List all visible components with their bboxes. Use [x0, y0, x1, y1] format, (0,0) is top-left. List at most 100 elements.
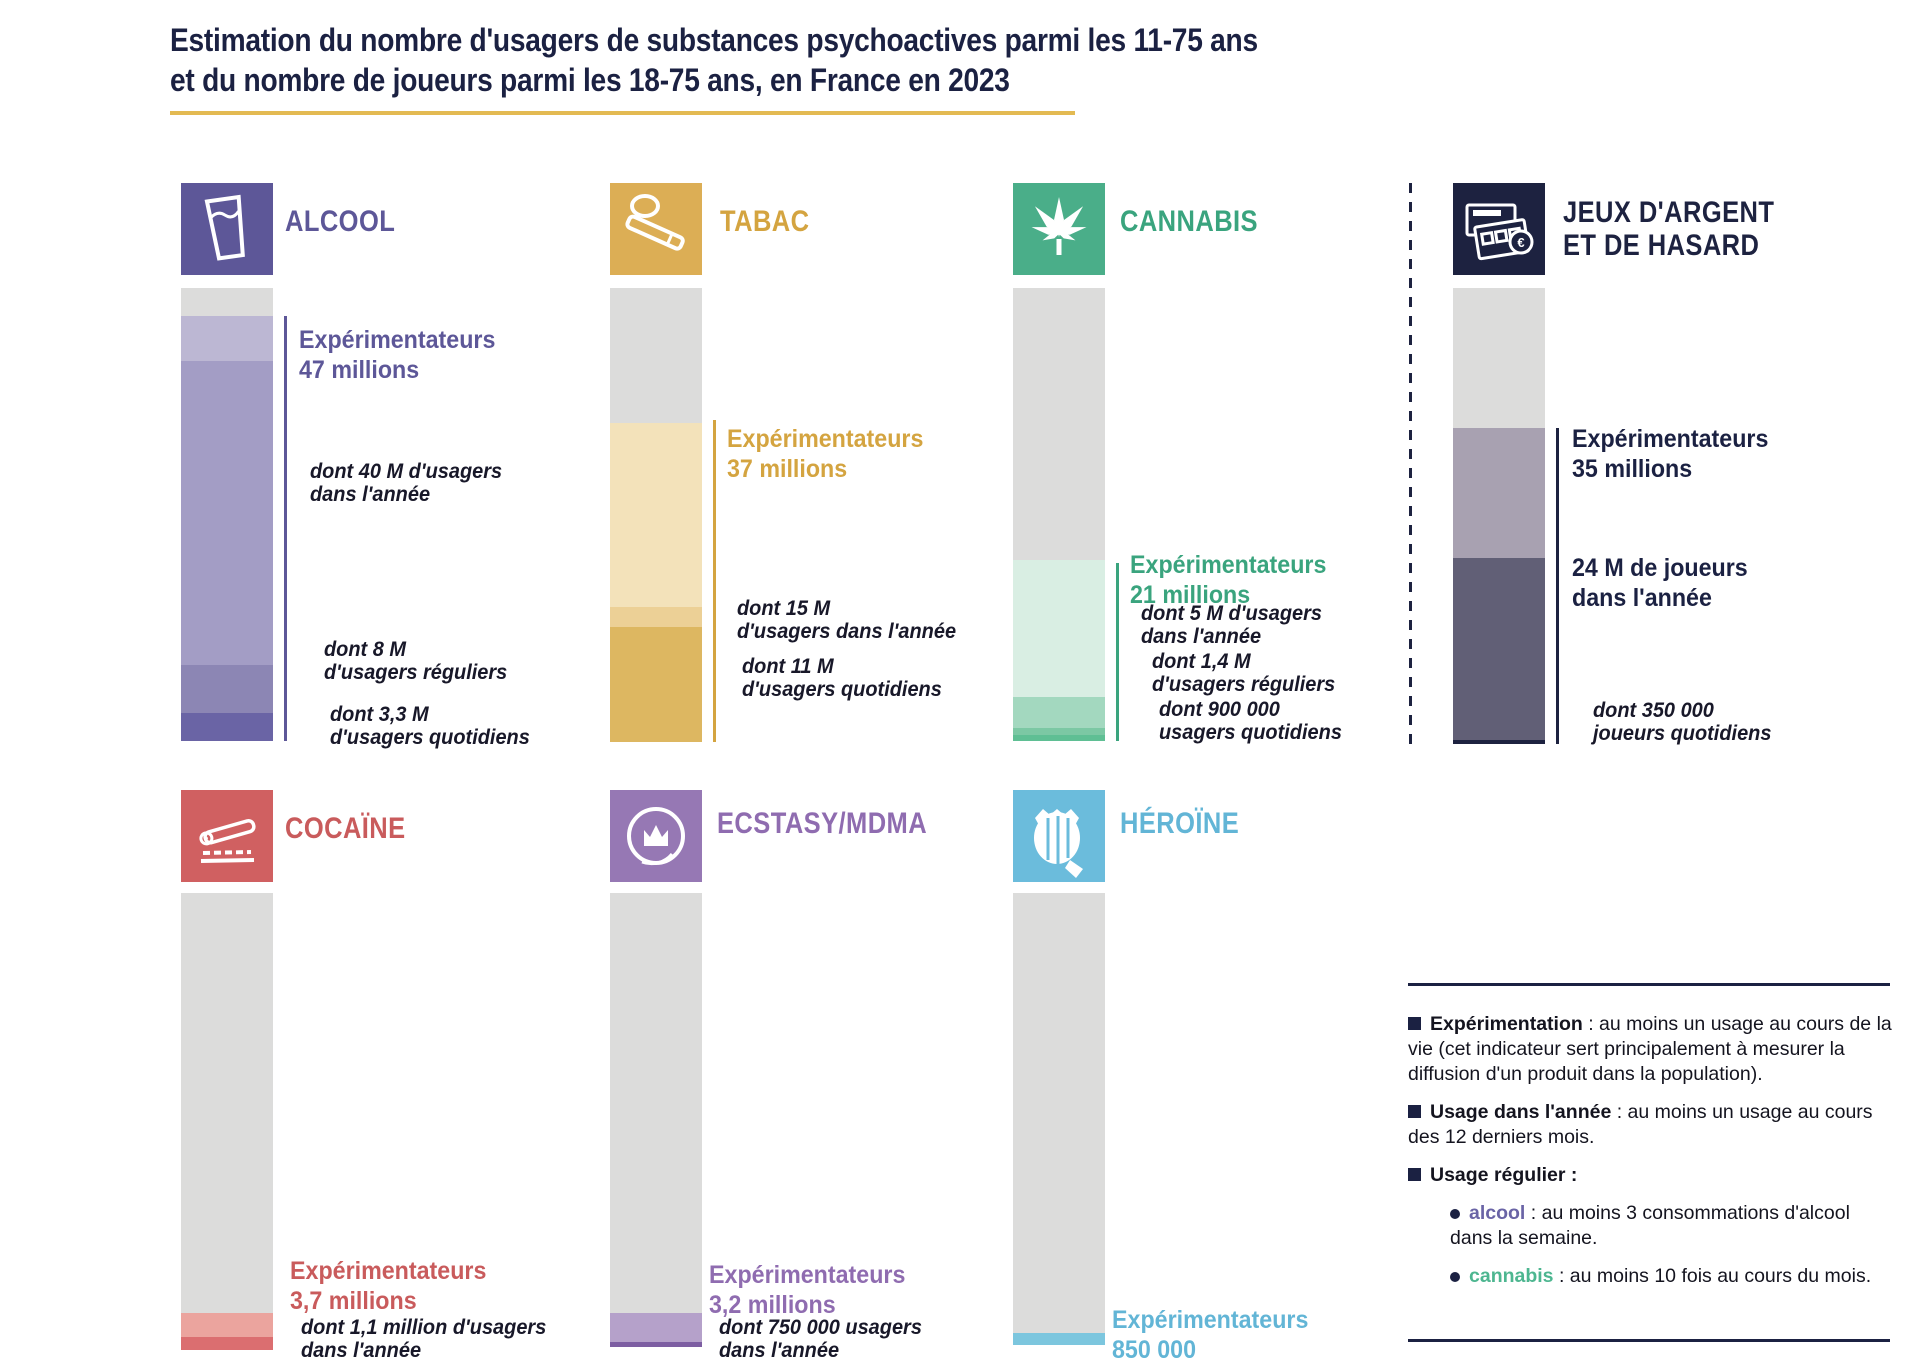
- bar-heroine: [1013, 893, 1105, 1345]
- bar-cocaine-seg-year: [181, 1337, 273, 1350]
- bar-cocaine-seg-experimenters: [181, 1313, 273, 1337]
- bar-ecstasy: [610, 893, 702, 1347]
- bar-cannabis-seg-year: [1013, 697, 1105, 728]
- bar-cannabis-seg-experimenters: [1013, 560, 1105, 697]
- bar-cannabis: [1013, 288, 1105, 741]
- detail-alcool-year: dont 40 M d'usagers dans l'année: [310, 460, 503, 506]
- detail-jeux-daily: dont 350 000 joueurs quotidiens: [1593, 699, 1772, 745]
- category-title-heroine: HÉROÏNE: [1120, 807, 1240, 840]
- experimenters-label-cannabis: Expérimentateurs 21 millions: [1130, 551, 1327, 609]
- legend-item-usage-annee: Usage dans l'année : au moins un usage a…: [1408, 1100, 1896, 1150]
- page-title-line2: et du nombre de joueurs parmi les 18-75 …: [170, 62, 1010, 98]
- experimenters-label-tabac: Expérimentateurs 37 millions: [727, 425, 924, 483]
- bar-heroine-seg-experimenters: [1013, 1333, 1105, 1345]
- bar-cannabis-seg-regular: [1013, 728, 1105, 735]
- bar-alcool-seg-population: [181, 288, 273, 316]
- lottery-tickets-icon: €: [1453, 183, 1545, 275]
- round-bullet-icon: [1450, 1209, 1460, 1219]
- bar-ecstasy-seg-experimenters: [610, 1313, 702, 1342]
- page-title: Estimation du nombre d'usagers de substa…: [170, 20, 1258, 100]
- bar-alcool-seg-year: [181, 361, 273, 665]
- legend-box: Expérimentation : au moins un usage au c…: [1408, 1012, 1896, 1302]
- experimenters-label-jeux: Expérimentateurs 35 millions: [1572, 425, 1769, 483]
- svg-text:€: €: [1517, 235, 1524, 250]
- experimenters-label-alcool: Expérimentateurs 47 millions: [299, 325, 495, 385]
- bar-cocaine-seg-population: [181, 893, 273, 1313]
- page-title-line1: Estimation du nombre d'usagers de substa…: [170, 22, 1258, 58]
- pill-crown-icon: [610, 790, 702, 882]
- legend-text: : au moins 10 fois au cours du mois.: [1553, 1265, 1872, 1287]
- legend-top-rule: [1408, 983, 1890, 986]
- experimenters-value: 47 millions: [299, 356, 420, 384]
- legend-term: Expérimentation: [1430, 1013, 1583, 1035]
- detail-cannabis-daily: dont 900 000 usagers quotidiens: [1159, 698, 1342, 744]
- marker-line-jeux: [1556, 428, 1559, 744]
- dashed-divider: [1409, 183, 1412, 753]
- bar-alcool-seg-daily: [181, 713, 273, 741]
- cannabis-leaf-icon: [1013, 183, 1105, 275]
- experimenters-label-heroine: Expérimentateurs 850 000: [1112, 1306, 1309, 1364]
- bar-cannabis-seg-daily: [1013, 735, 1105, 741]
- bar-cocaine: [181, 893, 273, 1350]
- bar-ecstasy-seg-year: [610, 1342, 702, 1347]
- legend-text: : au moins 3 consommations d'alcool dans…: [1450, 1202, 1850, 1249]
- beer-glass-icon: [181, 183, 273, 275]
- legend-item-cannabis: cannabis : au moins 10 fois au cours du …: [1408, 1264, 1896, 1289]
- legend-term-cannabis: cannabis: [1469, 1265, 1554, 1287]
- year-label-jeux: 24 M de joueurs dans l'année: [1572, 554, 1748, 612]
- experimenters-label-cocaine: Expérimentateurs 3,7 millions: [290, 1257, 487, 1315]
- legend-term-alcool: alcool: [1469, 1202, 1526, 1224]
- legend-item-usage-regulier: Usage régulier :: [1408, 1163, 1896, 1188]
- bar-tabac-seg-population: [610, 288, 702, 423]
- round-bullet-icon: [1450, 1272, 1460, 1282]
- bar-tabac-seg-experimenters: [610, 423, 702, 607]
- bar-jeux: [1453, 288, 1545, 744]
- poppy-pod-icon: [1013, 790, 1105, 882]
- detail-cocaine-year: dont 1,1 million d'usagers dans l'année: [301, 1316, 547, 1362]
- category-title-ecstasy: ECSTASY/MDMA: [717, 807, 928, 840]
- legend-text: : au moins un usage au cours de la vie (…: [1408, 1013, 1892, 1085]
- bar-cannabis-seg-population: [1013, 288, 1105, 560]
- legend-item-alcool: alcool : au moins 3 consommations d'alco…: [1408, 1201, 1896, 1251]
- marker-line-tabac: [713, 420, 716, 742]
- category-title-cocaine: COCAÏNE: [285, 812, 406, 845]
- bar-alcool-seg-regular: [181, 665, 273, 713]
- bar-alcool: [181, 288, 273, 741]
- bar-jeux-seg-daily: [1453, 740, 1545, 744]
- legend-text: : au moins un usage au cours des 12 dern…: [1408, 1101, 1873, 1148]
- legend-term: Usage régulier :: [1430, 1164, 1578, 1186]
- category-title-tabac: TABAC: [720, 205, 810, 238]
- square-bullet-icon: [1408, 1105, 1421, 1118]
- square-bullet-icon: [1408, 1017, 1421, 1030]
- legend-term: Usage dans l'année: [1430, 1101, 1612, 1123]
- legend-item-experimentation: Expérimentation : au moins un usage au c…: [1408, 1012, 1896, 1087]
- bar-tabac: [610, 288, 702, 742]
- square-bullet-icon: [1408, 1168, 1421, 1181]
- bar-jeux-seg-population: [1453, 288, 1545, 428]
- experimenters-label-ecstasy: Expérimentateurs 3,2 millions: [709, 1261, 906, 1319]
- bar-heroine-seg-population: [1013, 893, 1105, 1333]
- category-title-jeux: JEUX D'ARGENT ET DE HASARD: [1563, 196, 1775, 262]
- bar-tabac-seg-daily: [610, 627, 702, 742]
- marker-line-alcool: [284, 316, 287, 741]
- bar-jeux-seg-year: [1453, 558, 1545, 740]
- bar-jeux-seg-experimenters: [1453, 428, 1545, 558]
- detail-cannabis-year: dont 5 M d'usagers dans l'année: [1141, 602, 1323, 648]
- title-underline: [170, 111, 1075, 115]
- cigarette-icon: [610, 183, 702, 275]
- marker-line-cannabis: [1116, 563, 1119, 741]
- bar-tabac-seg-year: [610, 607, 702, 627]
- detail-ecstasy-year: dont 750 000 usagers dans l'année: [719, 1316, 922, 1362]
- bar-alcool-seg-experimenters: [181, 316, 273, 361]
- category-title-alcool: ALCOOL: [285, 205, 396, 238]
- category-title-cannabis: CANNABIS: [1120, 205, 1258, 238]
- experimenters-word: Expérimentateurs: [299, 326, 496, 354]
- legend-bottom-rule: [1408, 1339, 1890, 1342]
- rolled-bill-icon: [181, 790, 273, 882]
